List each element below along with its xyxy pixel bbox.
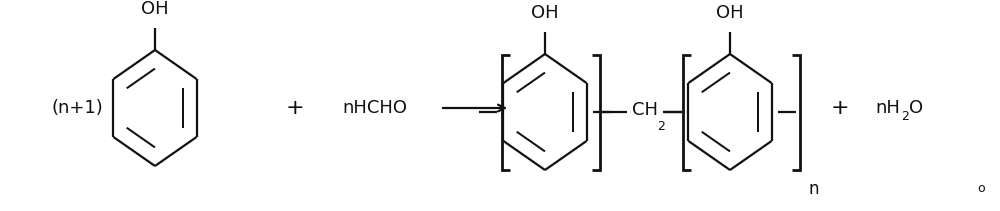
- Text: O: O: [909, 99, 923, 117]
- Text: n: n: [808, 180, 818, 198]
- Text: nH: nH: [875, 99, 900, 117]
- Text: OH: OH: [141, 0, 169, 18]
- Text: OH: OH: [531, 4, 559, 22]
- Text: nHCHO: nHCHO: [342, 99, 408, 117]
- Text: 2: 2: [657, 120, 665, 133]
- Text: o: o: [977, 182, 985, 195]
- Text: (n+1): (n+1): [51, 99, 103, 117]
- Text: +: +: [831, 98, 849, 118]
- Text: +: +: [286, 98, 304, 118]
- Text: 2: 2: [901, 110, 909, 123]
- Text: CH: CH: [632, 101, 658, 119]
- Text: OH: OH: [716, 4, 744, 22]
